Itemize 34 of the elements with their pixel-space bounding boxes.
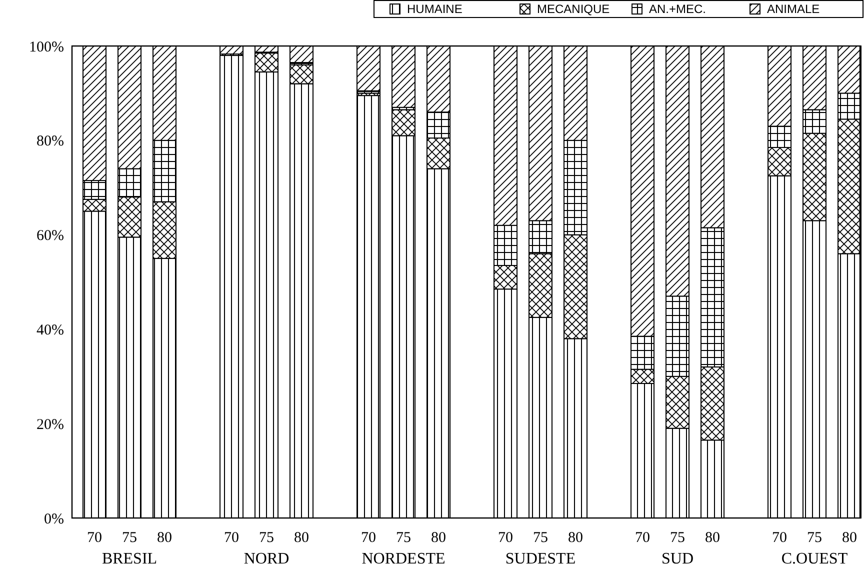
x-tick-label: 75	[670, 530, 685, 546]
text: NORDESTE	[362, 550, 446, 568]
y-tick-label: 40%	[36, 322, 64, 338]
y-tick-label: 20%	[36, 416, 64, 433]
y-tick-label: 80%	[36, 134, 64, 150]
x-tick-label: 70	[772, 530, 787, 546]
x-tick-label: 80	[842, 530, 857, 546]
text: BRESIL	[102, 550, 158, 568]
legend-label: MECANIQUE	[537, 2, 610, 16]
x-tick-label: 70	[224, 530, 239, 546]
x-tick-label: 75	[259, 530, 274, 546]
text: SUDESTE	[505, 550, 576, 568]
x-tick-label: 80	[431, 530, 446, 546]
x-tick-label: 75	[807, 530, 822, 546]
legend-label: HUMAINE	[407, 2, 462, 16]
x-tick-label: 70	[635, 530, 650, 546]
x-tick-label: 70	[498, 530, 513, 546]
legend-label: AN.+MEC.	[649, 2, 706, 16]
y-tick-label: 100%	[29, 39, 64, 56]
text: C.OUEST	[781, 550, 848, 568]
text: NORD	[244, 550, 290, 568]
x-tick-label: 80	[705, 530, 720, 546]
x-tick-label: 80	[294, 530, 309, 546]
y-tick-label: 60%	[36, 228, 64, 244]
x-tick-label: 75	[533, 530, 548, 546]
x-tick-label: 80	[157, 530, 172, 546]
legend-label: ANIMALE	[767, 2, 820, 16]
x-tick-label: 70	[361, 530, 376, 546]
x-tick-label: 75	[122, 530, 137, 546]
y-tick-label: 0%	[44, 511, 64, 528]
x-tick-label: 70	[87, 530, 102, 546]
x-tick-label: 75	[396, 530, 411, 546]
text: SUD	[661, 550, 694, 568]
x-tick-label: 80	[568, 530, 583, 546]
